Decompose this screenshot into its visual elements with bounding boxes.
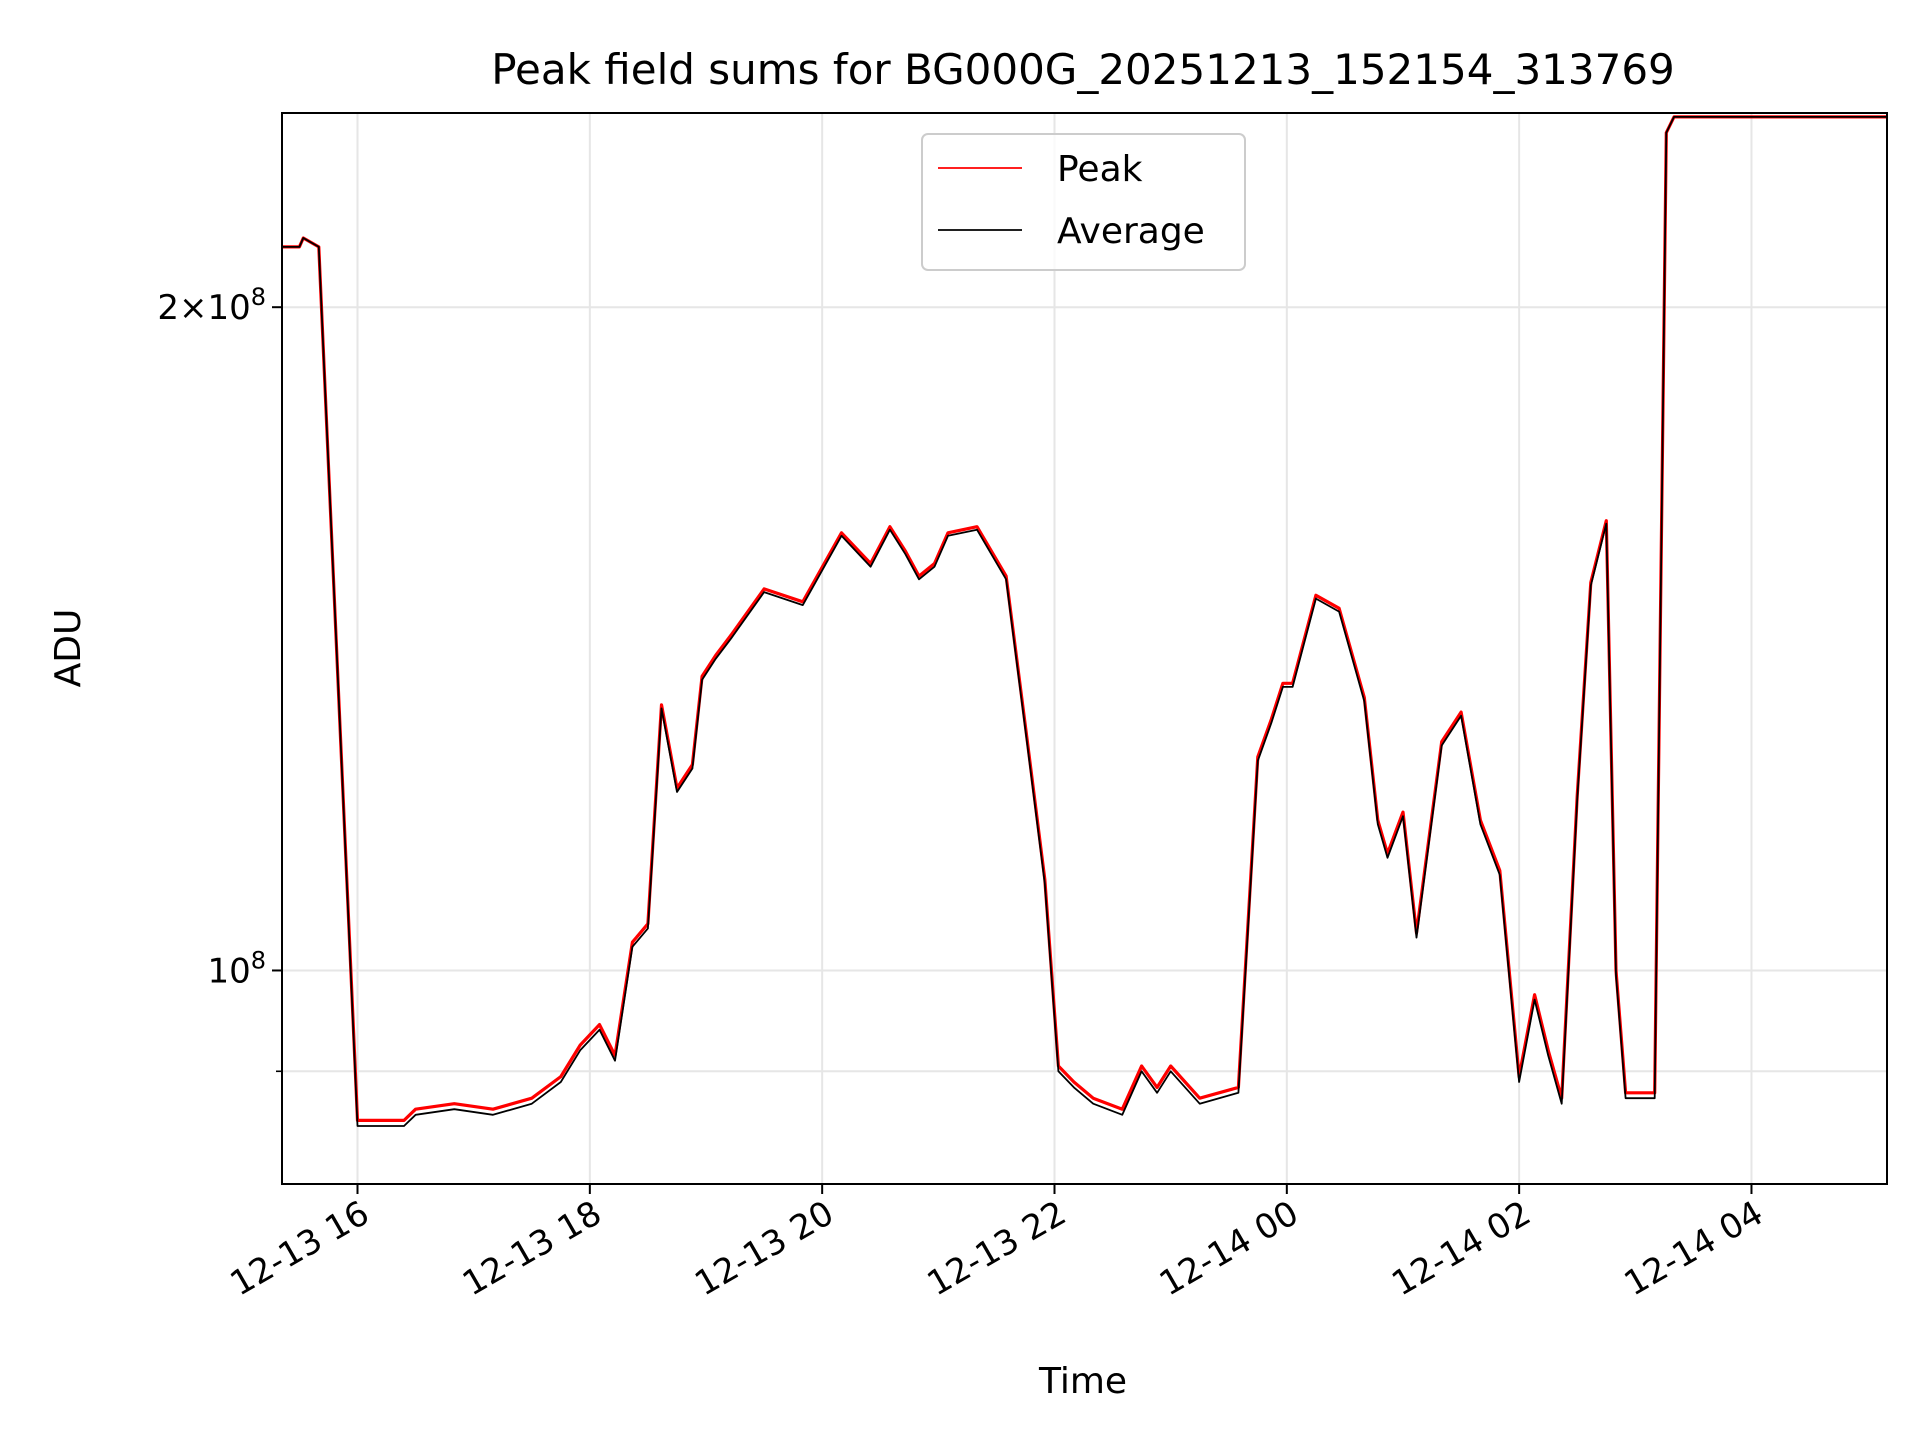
legend-average-label: Average (1057, 211, 1205, 252)
chart-title: Peak field sums for BG000G_20251213_1521… (491, 45, 1675, 94)
x-axis-title: Time (1038, 1361, 1127, 1402)
series-layer (282, 115, 1887, 1127)
y-tick-label: 108 (207, 946, 266, 991)
series-line-average (282, 116, 1887, 1127)
grid-layer (282, 113, 1887, 1184)
y-axis-title: ADU (48, 609, 89, 688)
legend-peak-label: Peak (1057, 149, 1143, 190)
y-tick-label: 2×108 (157, 283, 266, 328)
legend: Peak Average (921, 133, 1246, 271)
plot-frame (281, 112, 1888, 1185)
